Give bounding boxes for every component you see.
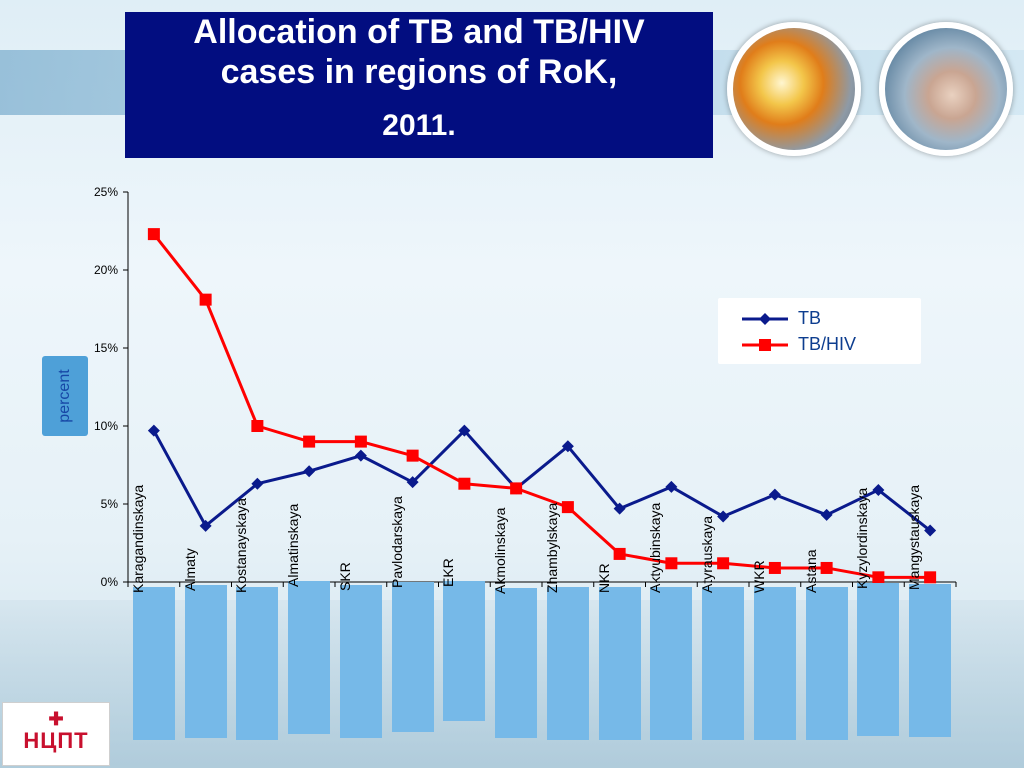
data-point-tbhiv (354, 435, 367, 448)
data-point-tb (354, 449, 367, 462)
category-label-box: Kyzylordinskaya (854, 488, 900, 736)
data-point-tbhiv (768, 561, 781, 574)
category-label: Aktyubinskaya (647, 502, 664, 593)
data-point-tbhiv (458, 477, 471, 490)
data-point-tb (872, 483, 885, 496)
category-label-box: WKR (751, 560, 796, 740)
category-label-box: Atyrauskaya (699, 516, 745, 740)
category-label: EKR (440, 558, 457, 587)
data-point-tbhiv (510, 482, 523, 495)
data-point-tb (303, 465, 316, 478)
y-tick-label: 5% (101, 497, 119, 511)
surgeon-photo (879, 22, 1013, 156)
organization-logo: ✚ НЦПТ (2, 702, 110, 766)
category-label-box: Karagandinskaya (130, 485, 175, 740)
category-label: Almaty (181, 548, 198, 591)
category-label-box: NKR (596, 563, 641, 740)
category-label: Mangystauskaya (906, 484, 923, 590)
title-line-2: cases in regions of RoK, (220, 53, 618, 91)
category-label-box: Akmolinskaya (492, 508, 538, 738)
data-point-tb (768, 488, 781, 501)
category-label: NKR (595, 563, 612, 593)
y-tick-label: 10% (94, 419, 118, 433)
pills-photo (727, 22, 861, 156)
category-label: Kostanayskaya (233, 498, 250, 593)
data-point-tbhiv (872, 571, 885, 584)
data-point-tb (147, 424, 160, 437)
series-line-tbhiv (152, 233, 931, 579)
data-point-tb (251, 477, 264, 490)
category-label-box: Pavlodarskaya (389, 496, 434, 732)
legend-tbhiv-marker-icon (742, 339, 788, 351)
data-point-tb (613, 502, 626, 515)
data-point-tb (717, 510, 730, 523)
legend-tb-marker-icon (742, 313, 788, 325)
legend-label-tb: TB (798, 308, 822, 328)
data-point-tbhiv (199, 293, 212, 306)
y-axis-label-box: percent (42, 356, 88, 436)
y-tick-label: 0% (101, 575, 119, 589)
category-label: Almatinskaya (285, 503, 302, 587)
y-tick-label: 25% (94, 185, 118, 199)
data-point-tb (458, 424, 471, 437)
slide-title: Allocation of TB and TB/HIV cases in reg… (125, 12, 713, 158)
title-line-3: 2011. (382, 109, 456, 142)
series-line-tb (152, 429, 932, 532)
category-label-box: Almatinskaya (285, 504, 331, 734)
y-tick-label: 20% (94, 263, 118, 277)
category-label-box: SKR (337, 562, 382, 738)
title-line-1: Allocation of TB and TB/HIV (193, 13, 645, 51)
category-label: WKR (750, 560, 767, 593)
data-point-tb (561, 440, 574, 453)
category-label-box: Kostanayskaya (233, 498, 279, 740)
data-point-tbhiv (147, 228, 160, 241)
category-label: SKR (336, 562, 353, 591)
data-point-tbhiv (406, 449, 419, 462)
data-point-tbhiv (665, 557, 678, 570)
category-label: Kyzylordinskaya (854, 487, 871, 589)
data-point-tbhiv (303, 435, 316, 448)
data-point-tb (665, 480, 678, 493)
data-point-tbhiv (820, 561, 833, 574)
category-label-box: Astana (803, 549, 848, 740)
category-label-box: Aktyubinskaya (647, 503, 693, 740)
data-point-tb (406, 476, 419, 489)
medical-cross-emblem-icon: ✚ (48, 709, 64, 729)
y-tick-label: 15% (94, 341, 118, 355)
category-label-box: EKR (440, 558, 486, 721)
data-point-tbhiv (561, 501, 574, 514)
data-point-tb (924, 524, 937, 537)
data-point-tb (199, 519, 212, 532)
chart-legend: TB TB/HIV (718, 298, 921, 364)
data-point-tbhiv (924, 571, 937, 584)
category-label-box: Zhambylskaya (544, 503, 589, 740)
logo-text: НЦПТ (23, 728, 89, 753)
data-point-tbhiv (613, 547, 626, 560)
category-label-box: Mangystauskaya (906, 485, 952, 737)
category-label: Pavlodarskaya (388, 496, 405, 588)
data-point-tb (820, 508, 833, 521)
data-point-tbhiv (251, 420, 264, 432)
category-label: Zhambylskaya (543, 502, 560, 593)
legend-label-tbhiv: TB/HIV (798, 334, 857, 354)
data-point-tbhiv (717, 557, 730, 570)
category-label-box: Almaty (182, 548, 227, 738)
category-label: Karagandinskaya (129, 484, 146, 593)
category-label: Atyrauskaya (699, 515, 716, 593)
category-label: Akmolinskaya (492, 507, 509, 594)
category-label: Astana (802, 549, 819, 593)
